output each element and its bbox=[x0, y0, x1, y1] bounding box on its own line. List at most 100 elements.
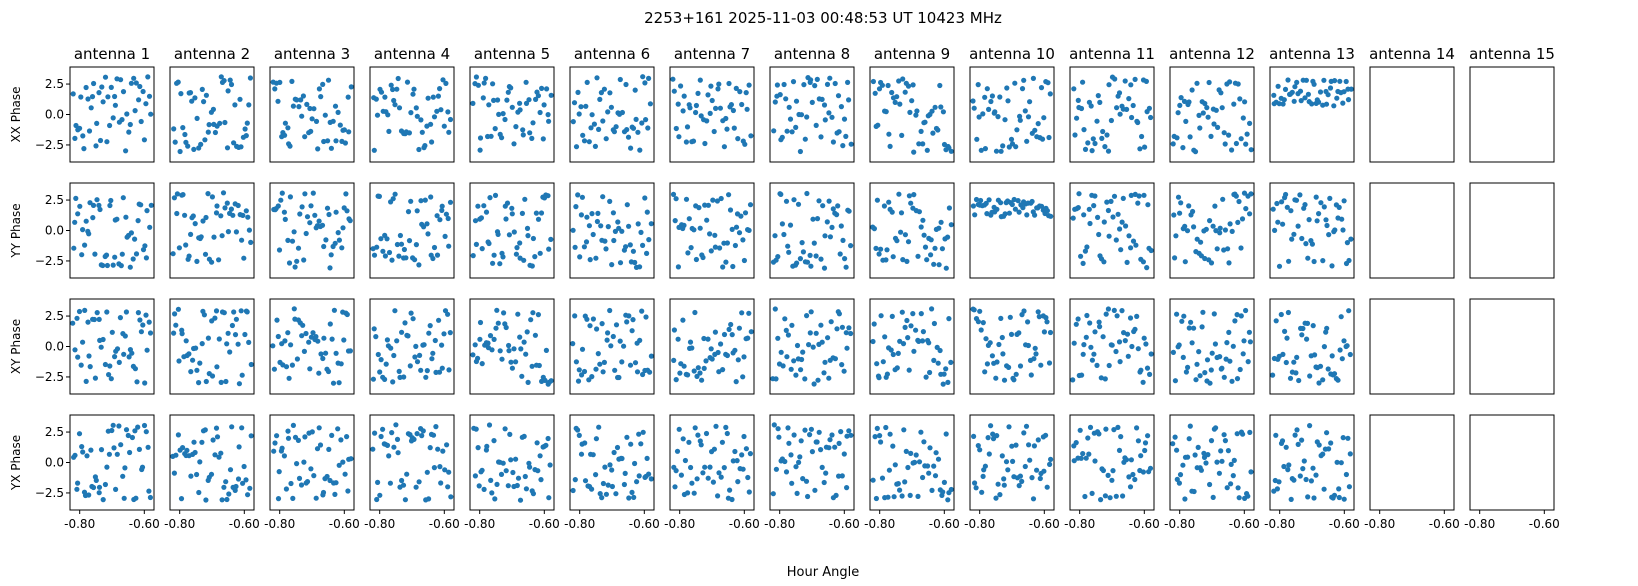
data-point bbox=[912, 459, 918, 465]
data-point bbox=[540, 136, 546, 142]
data-point bbox=[834, 326, 840, 332]
data-point bbox=[338, 437, 344, 443]
data-point bbox=[92, 375, 98, 381]
data-point bbox=[227, 77, 233, 83]
data-point bbox=[570, 119, 576, 125]
data-point bbox=[1036, 314, 1042, 320]
panel-4-15: -0.80 -0.60 bbox=[1464, 414, 1560, 531]
x-tick-label: -0.60 bbox=[1329, 517, 1360, 531]
panel-frame bbox=[1169, 414, 1255, 511]
data-point bbox=[270, 343, 276, 349]
data-point bbox=[341, 337, 347, 343]
data-point bbox=[608, 104, 615, 110]
data-point bbox=[424, 221, 430, 227]
data-point bbox=[804, 259, 811, 265]
data-point bbox=[522, 196, 528, 202]
data-point bbox=[1176, 480, 1182, 486]
panel-3-11 bbox=[1069, 298, 1155, 395]
data-point bbox=[582, 478, 589, 484]
data-point bbox=[414, 113, 420, 119]
data-point bbox=[1085, 435, 1091, 441]
panel-frame bbox=[469, 414, 555, 511]
data-point bbox=[110, 422, 116, 428]
data-point bbox=[486, 240, 492, 247]
data-point bbox=[611, 129, 618, 135]
data-point bbox=[802, 376, 808, 382]
data-point bbox=[344, 434, 350, 440]
data-point bbox=[948, 359, 954, 365]
x-tick-label: -0.80 bbox=[1164, 517, 1195, 531]
data-point bbox=[1235, 81, 1241, 87]
data-point bbox=[1313, 472, 1319, 478]
data-point bbox=[718, 474, 724, 480]
data-point bbox=[735, 479, 741, 485]
data-point bbox=[348, 456, 354, 462]
data-point bbox=[199, 341, 205, 347]
data-point bbox=[999, 453, 1005, 459]
data-point bbox=[384, 442, 391, 448]
data-point bbox=[1081, 212, 1087, 218]
panel-frame bbox=[469, 66, 555, 163]
data-point bbox=[1043, 432, 1049, 438]
data-point bbox=[573, 204, 579, 210]
data-point bbox=[196, 380, 202, 386]
data-point bbox=[676, 134, 682, 140]
data-point bbox=[700, 254, 706, 261]
data-point bbox=[1229, 147, 1235, 153]
panel-1-14: antenna 14 bbox=[1369, 45, 1455, 163]
data-point bbox=[1180, 145, 1186, 151]
data-point bbox=[1284, 204, 1290, 210]
data-point bbox=[244, 309, 250, 315]
data-point bbox=[593, 366, 599, 372]
data-point bbox=[945, 234, 951, 240]
data-point bbox=[908, 450, 914, 456]
data-point bbox=[118, 442, 124, 448]
data-point bbox=[524, 329, 530, 335]
data-point bbox=[519, 373, 525, 379]
data-point bbox=[1207, 481, 1213, 488]
data-point bbox=[908, 323, 914, 329]
data-point bbox=[670, 76, 676, 82]
data-point bbox=[1213, 107, 1219, 113]
panel-frame bbox=[1369, 298, 1455, 395]
panel-frame bbox=[769, 182, 855, 279]
data-point bbox=[291, 229, 297, 235]
data-point bbox=[398, 241, 405, 247]
data-point bbox=[635, 129, 641, 135]
data-point bbox=[584, 214, 590, 220]
data-point bbox=[1009, 443, 1015, 449]
data-point bbox=[344, 208, 350, 214]
data-point bbox=[630, 248, 637, 254]
panel-title: antenna 10 bbox=[969, 45, 1055, 63]
data-point bbox=[894, 94, 900, 100]
data-point bbox=[408, 310, 414, 316]
data-point bbox=[1339, 216, 1345, 222]
data-point bbox=[325, 138, 331, 144]
data-point bbox=[846, 428, 852, 434]
panel-frame bbox=[469, 298, 555, 395]
data-point bbox=[213, 308, 220, 314]
data-point bbox=[279, 445, 285, 451]
data-point bbox=[935, 456, 942, 462]
data-point bbox=[83, 218, 89, 224]
data-point bbox=[1287, 375, 1294, 381]
data-point bbox=[300, 93, 306, 99]
data-point bbox=[483, 75, 489, 81]
data-point bbox=[730, 107, 737, 114]
data-point bbox=[972, 480, 978, 486]
data-point bbox=[1032, 345, 1038, 351]
data-point bbox=[87, 364, 93, 370]
data-point bbox=[173, 452, 179, 458]
data-point bbox=[890, 254, 896, 260]
data-point bbox=[838, 223, 844, 229]
data-point bbox=[796, 459, 802, 465]
data-point bbox=[513, 124, 519, 130]
panel-title: antenna 13 bbox=[1269, 45, 1355, 63]
data-point bbox=[214, 364, 220, 370]
data-point bbox=[347, 348, 353, 354]
data-point bbox=[632, 259, 638, 266]
data-point bbox=[241, 255, 247, 261]
data-point bbox=[1246, 329, 1252, 335]
data-point bbox=[1229, 378, 1235, 384]
data-point bbox=[824, 81, 831, 87]
